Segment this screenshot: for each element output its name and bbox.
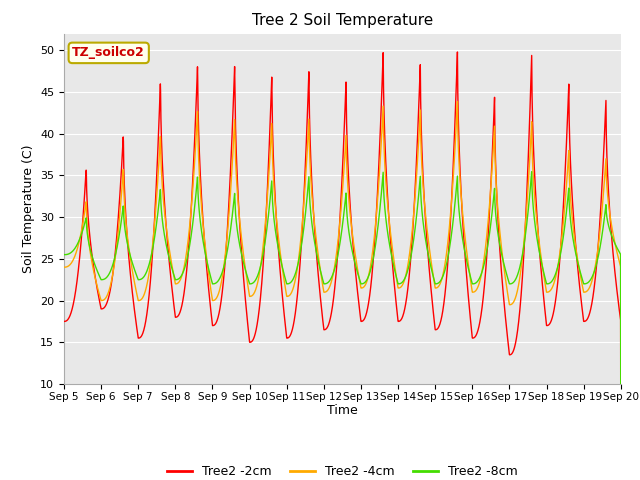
X-axis label: Time: Time xyxy=(327,405,358,418)
Title: Tree 2 Soil Temperature: Tree 2 Soil Temperature xyxy=(252,13,433,28)
Text: TZ_soilco2: TZ_soilco2 xyxy=(72,47,145,60)
Legend: Tree2 -2cm, Tree2 -4cm, Tree2 -8cm: Tree2 -2cm, Tree2 -4cm, Tree2 -8cm xyxy=(162,460,523,480)
Y-axis label: Soil Temperature (C): Soil Temperature (C) xyxy=(22,144,35,273)
